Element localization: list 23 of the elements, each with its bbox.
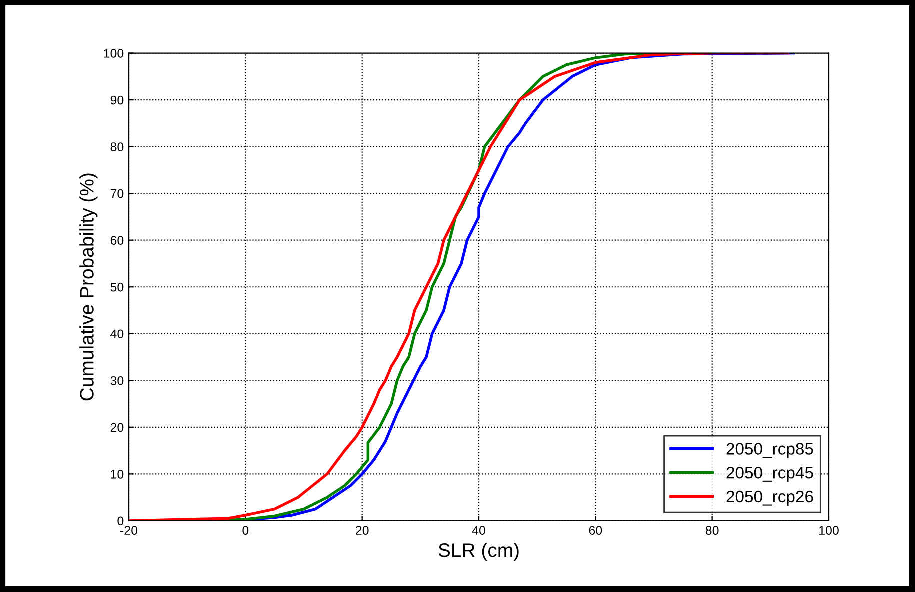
x-axis-title: SLR (cm)	[438, 543, 519, 562]
legend-label: 2050_rcp26	[726, 490, 814, 506]
x-tick-label: 40	[472, 526, 486, 536]
y-tick-label: 10	[111, 470, 124, 479]
y-tick-label: 50	[110, 282, 124, 292]
y-tick-label: 70	[110, 189, 124, 198]
y-tick-label: 40	[110, 330, 124, 339]
x-tick-label: -20	[120, 526, 138, 536]
legend-label: 2050_rcp85	[726, 443, 814, 458]
y-tick-label: 100	[104, 49, 124, 58]
y-tick-label: 90	[110, 96, 124, 105]
x-tick-label: 20	[356, 526, 369, 536]
y-tick-label: 60	[110, 236, 124, 246]
x-tick-label: 60	[589, 526, 602, 536]
x-tick-label: 100	[820, 526, 839, 536]
y-axis-title: Cumulative Probability (%)	[80, 174, 98, 401]
y-tick-label: 0	[118, 516, 124, 526]
y-tick-label: 80	[110, 142, 124, 152]
y-tick-label: 20	[110, 423, 124, 432]
x-tick-label: 80	[706, 526, 719, 536]
x-tick-label: 0	[242, 526, 249, 536]
y-tick-label: 30	[110, 376, 124, 386]
legend-label: 2050_rcp45	[726, 466, 814, 482]
